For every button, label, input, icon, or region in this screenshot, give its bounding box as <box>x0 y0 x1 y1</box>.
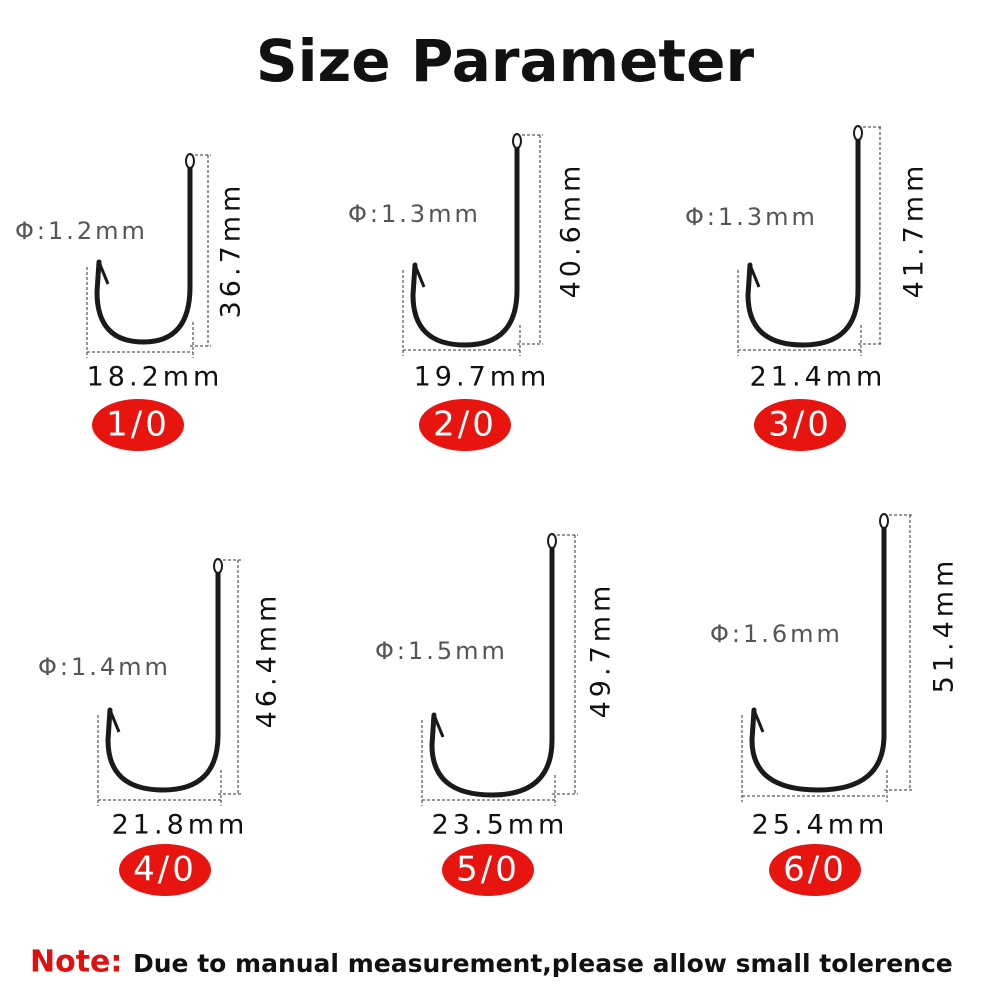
hook-eye <box>879 513 889 529</box>
size-badge <box>92 399 184 451</box>
length: 40.6mm <box>556 162 587 299</box>
length: 49.7mm <box>586 582 617 719</box>
length: 46.4mm <box>252 592 283 729</box>
title: Size Parameter <box>256 27 755 95</box>
diameter: Φ:1.5mm <box>375 637 508 665</box>
length: 41.7mm <box>899 162 930 299</box>
note-text: Due to manual measurement,please allow s… <box>133 949 953 978</box>
width: 19.7mm <box>414 362 551 393</box>
size-badge <box>769 844 861 896</box>
size: 1/0 <box>106 405 170 445</box>
note-label: Note: <box>30 945 122 980</box>
dimension-lines <box>741 514 913 802</box>
diameter: Φ:1.3mm <box>685 203 818 231</box>
length: 51.4mm <box>929 557 960 694</box>
size: 2/0 <box>433 405 497 445</box>
hook-barb <box>432 714 445 738</box>
hook <box>429 542 555 798</box>
hook-eye <box>512 133 522 149</box>
size-badge <box>119 844 211 896</box>
dimension-lines <box>421 534 578 806</box>
width: 18.2mm <box>87 362 224 393</box>
width: 21.4mm <box>750 362 887 393</box>
size: 4/0 <box>133 850 197 890</box>
hook-eye <box>547 533 557 549</box>
diameter: Φ:1.6mm <box>710 620 843 648</box>
hook-eye <box>185 153 195 169</box>
size: 6/0 <box>783 850 847 890</box>
diameter: Φ:1.4mm <box>38 653 171 681</box>
width: 23.5mm <box>432 810 569 841</box>
width: 25.4mm <box>752 810 889 841</box>
hook <box>94 162 193 345</box>
hook-barb <box>748 264 761 288</box>
dimension-lines <box>97 559 241 806</box>
hook <box>745 134 861 348</box>
size-badge <box>754 399 846 451</box>
hook <box>105 567 221 793</box>
dimension-lines <box>86 154 211 358</box>
hook-barb <box>108 709 121 733</box>
dimension-lines <box>402 134 543 356</box>
hook <box>749 522 887 793</box>
hook-barb <box>413 264 426 288</box>
diameter: Φ:1.3mm <box>348 200 481 228</box>
dimension-lines <box>737 126 883 356</box>
diameter: Φ:1.2mm <box>15 217 148 245</box>
hook-eye <box>853 125 863 141</box>
size-badge <box>442 844 534 896</box>
hook-barb <box>97 261 110 285</box>
width: 21.8mm <box>112 810 249 841</box>
size: 5/0 <box>456 850 520 890</box>
hook <box>410 142 520 348</box>
size: 3/0 <box>768 405 832 445</box>
hook-eye <box>213 558 223 574</box>
size-badge <box>419 399 511 451</box>
length: 36.7mm <box>216 182 247 319</box>
hook-barb <box>752 709 765 733</box>
